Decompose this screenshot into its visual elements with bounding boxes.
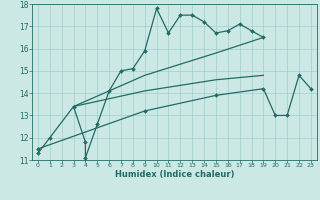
X-axis label: Humidex (Indice chaleur): Humidex (Indice chaleur) <box>115 170 234 179</box>
